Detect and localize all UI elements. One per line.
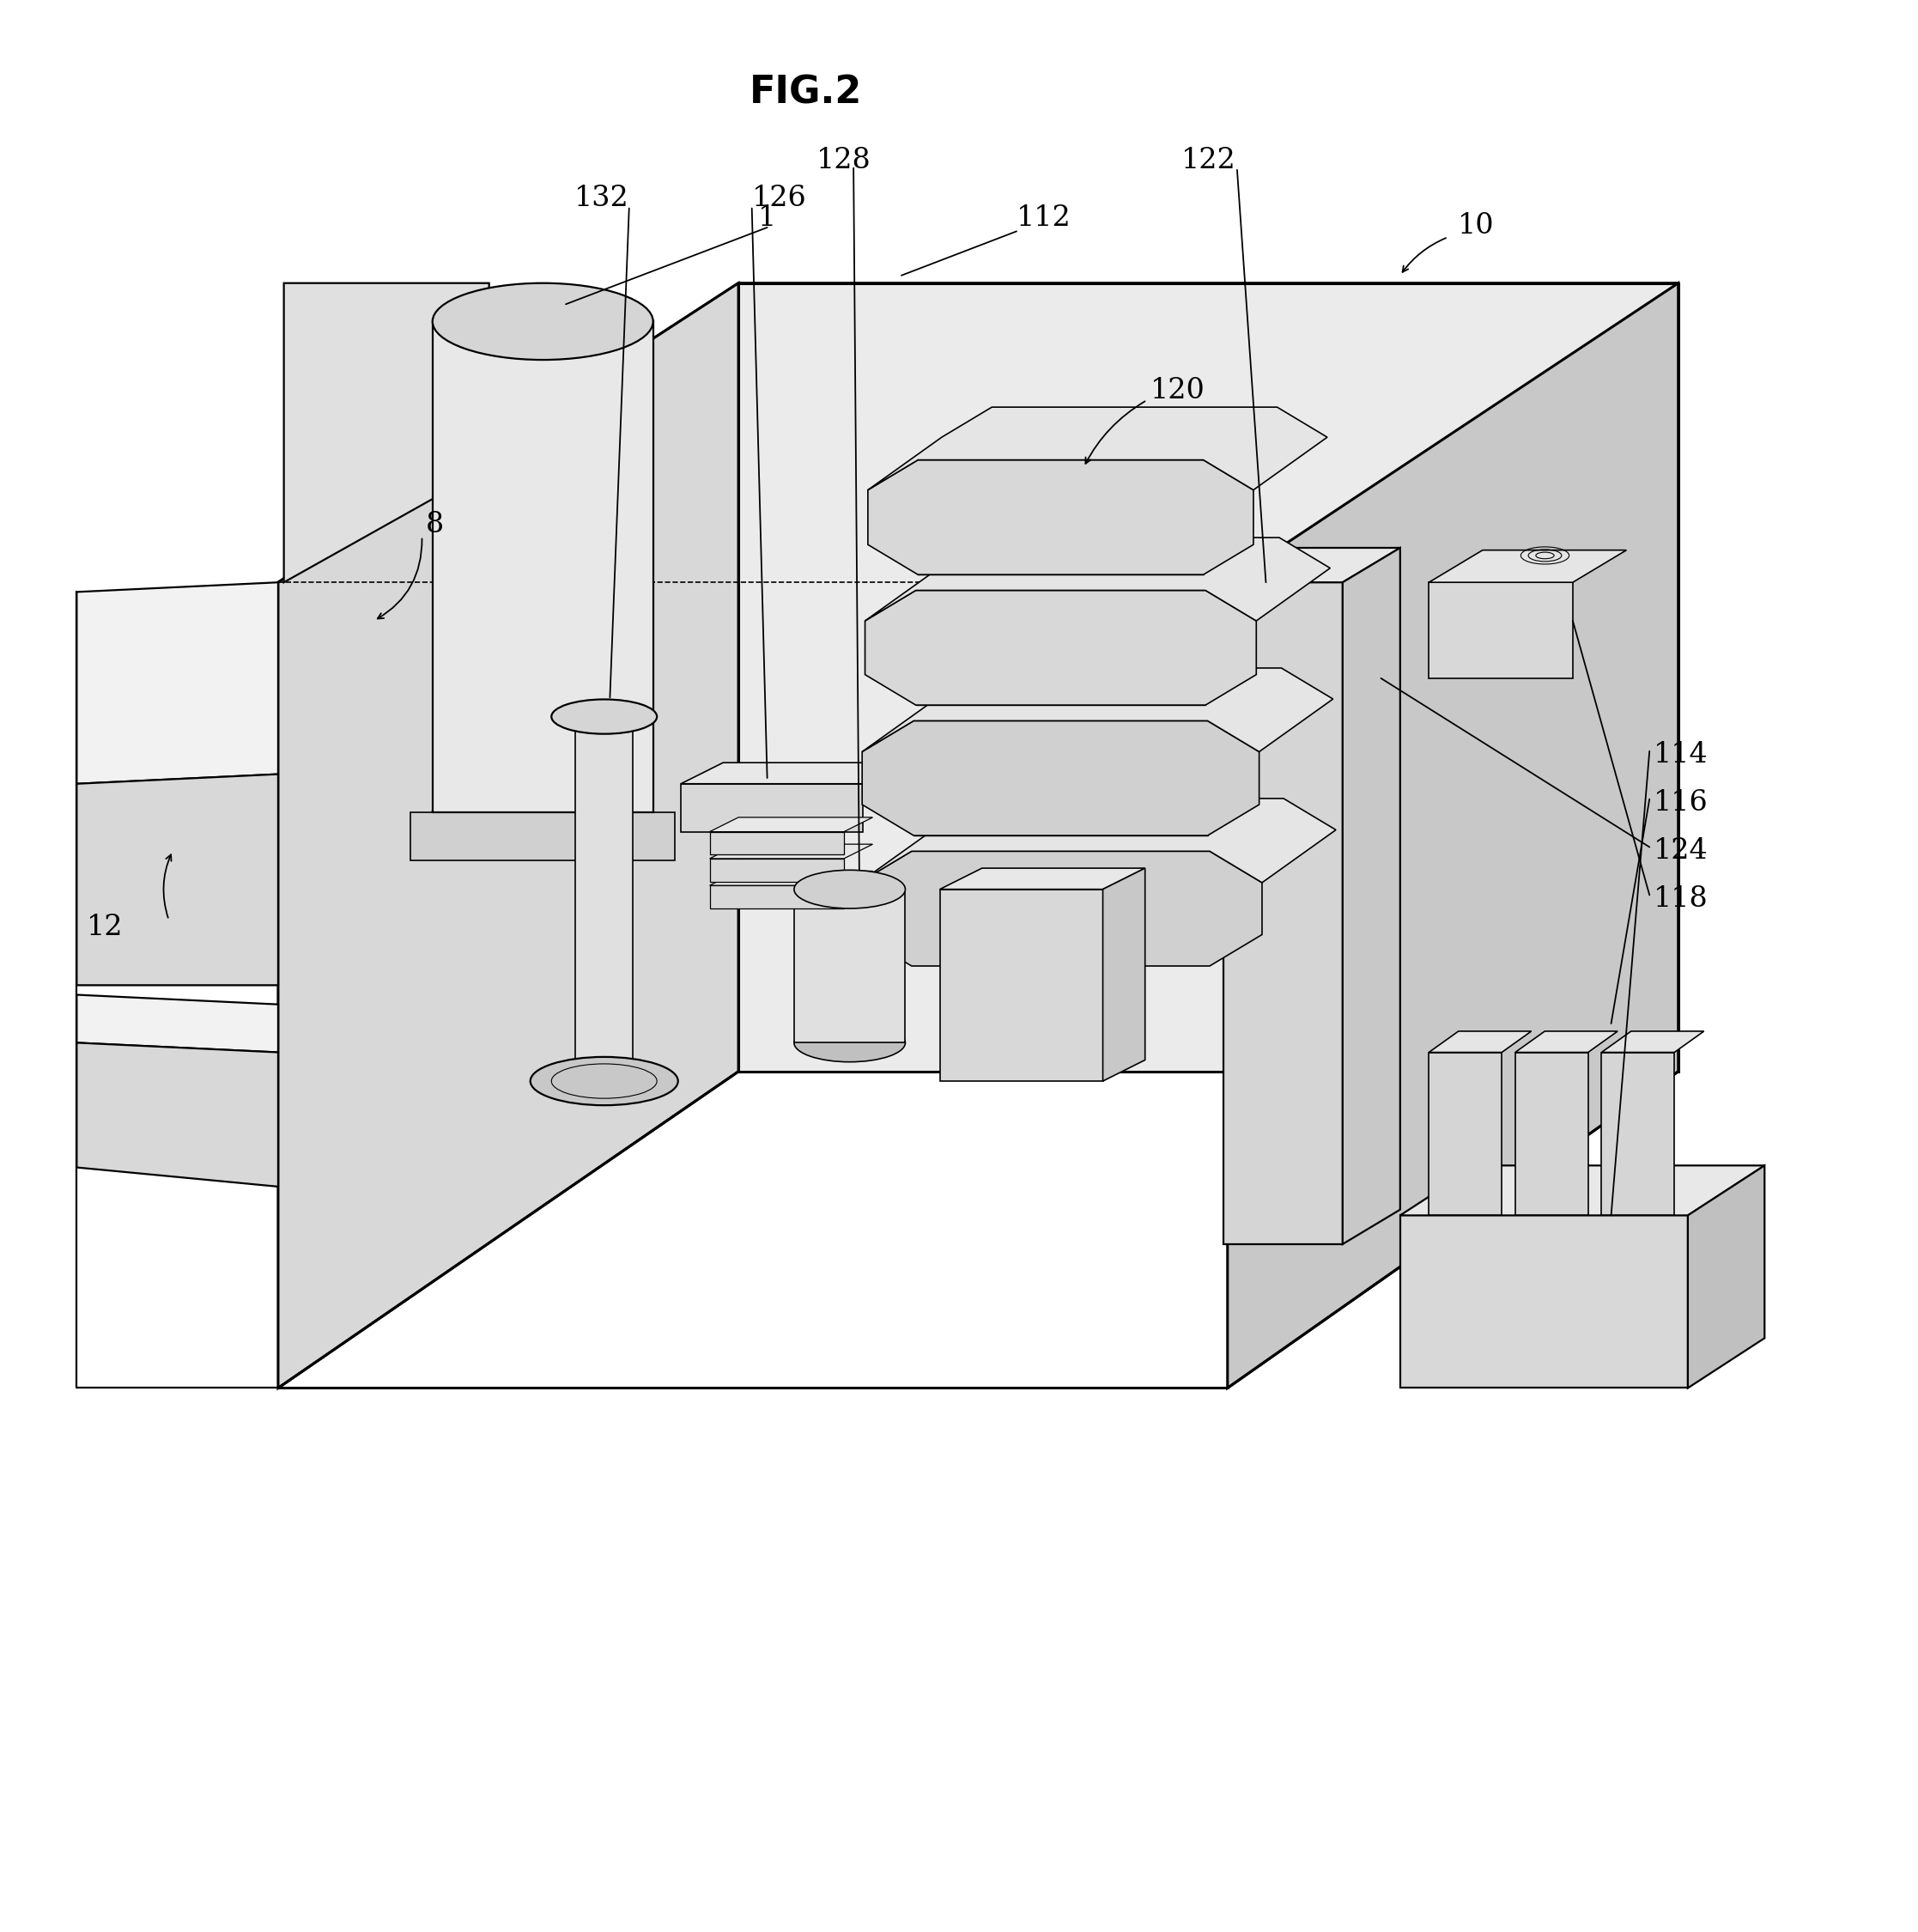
Polygon shape bbox=[1429, 551, 1626, 582]
Polygon shape bbox=[278, 284, 1678, 582]
Ellipse shape bbox=[529, 1057, 679, 1105]
Polygon shape bbox=[710, 871, 873, 885]
Polygon shape bbox=[575, 717, 633, 1082]
Polygon shape bbox=[859, 798, 1335, 883]
Polygon shape bbox=[710, 844, 873, 858]
Polygon shape bbox=[1224, 549, 1400, 582]
Text: 12: 12 bbox=[86, 914, 123, 941]
FancyArrowPatch shape bbox=[378, 539, 422, 618]
Polygon shape bbox=[1343, 549, 1400, 1244]
Polygon shape bbox=[863, 721, 1260, 835]
Polygon shape bbox=[710, 831, 844, 854]
Polygon shape bbox=[77, 775, 278, 985]
Polygon shape bbox=[1228, 284, 1678, 1387]
Polygon shape bbox=[940, 889, 1103, 1082]
FancyArrowPatch shape bbox=[163, 854, 171, 918]
Polygon shape bbox=[77, 582, 278, 784]
Polygon shape bbox=[794, 889, 905, 1043]
Text: 1: 1 bbox=[758, 205, 777, 232]
Polygon shape bbox=[1429, 1032, 1531, 1053]
Text: 112: 112 bbox=[1017, 205, 1072, 232]
Text: 126: 126 bbox=[752, 185, 807, 213]
Polygon shape bbox=[432, 321, 652, 813]
Polygon shape bbox=[1103, 867, 1145, 1082]
Polygon shape bbox=[410, 813, 675, 860]
Polygon shape bbox=[1515, 1032, 1617, 1053]
Ellipse shape bbox=[794, 1024, 905, 1063]
Polygon shape bbox=[1602, 1032, 1703, 1053]
Polygon shape bbox=[681, 763, 905, 784]
Text: 128: 128 bbox=[817, 147, 871, 174]
Text: 120: 120 bbox=[1151, 377, 1206, 404]
Polygon shape bbox=[710, 817, 873, 831]
Polygon shape bbox=[1429, 1053, 1502, 1215]
Text: 124: 124 bbox=[1653, 837, 1707, 866]
Polygon shape bbox=[278, 284, 738, 1387]
Polygon shape bbox=[940, 867, 1145, 889]
Text: 122: 122 bbox=[1181, 147, 1235, 174]
Polygon shape bbox=[1400, 1165, 1765, 1215]
Polygon shape bbox=[1400, 1215, 1688, 1387]
FancyArrowPatch shape bbox=[1402, 238, 1446, 272]
Text: 116: 116 bbox=[1653, 788, 1709, 817]
Polygon shape bbox=[738, 284, 1678, 1072]
Polygon shape bbox=[1515, 1053, 1588, 1215]
Ellipse shape bbox=[432, 284, 652, 359]
Polygon shape bbox=[869, 408, 1327, 491]
Polygon shape bbox=[77, 1043, 278, 1186]
Polygon shape bbox=[77, 995, 278, 1053]
Text: 8: 8 bbox=[426, 512, 445, 539]
Polygon shape bbox=[1602, 1053, 1674, 1215]
Text: 132: 132 bbox=[573, 185, 629, 213]
Polygon shape bbox=[1688, 1165, 1765, 1387]
Ellipse shape bbox=[552, 699, 656, 734]
Ellipse shape bbox=[794, 869, 905, 908]
Polygon shape bbox=[681, 784, 863, 831]
Polygon shape bbox=[710, 858, 844, 881]
Ellipse shape bbox=[432, 775, 652, 850]
Text: 118: 118 bbox=[1653, 885, 1709, 912]
Polygon shape bbox=[1224, 582, 1343, 1244]
Polygon shape bbox=[710, 885, 844, 908]
Polygon shape bbox=[859, 852, 1262, 966]
Text: 114: 114 bbox=[1653, 742, 1707, 769]
FancyArrowPatch shape bbox=[1086, 402, 1145, 464]
Text: 10: 10 bbox=[1458, 213, 1494, 240]
Polygon shape bbox=[865, 537, 1331, 620]
Polygon shape bbox=[869, 460, 1254, 574]
Polygon shape bbox=[284, 284, 489, 582]
Polygon shape bbox=[1429, 582, 1573, 678]
Polygon shape bbox=[865, 591, 1256, 705]
Polygon shape bbox=[863, 668, 1333, 752]
Text: FIG.2: FIG.2 bbox=[750, 73, 861, 110]
